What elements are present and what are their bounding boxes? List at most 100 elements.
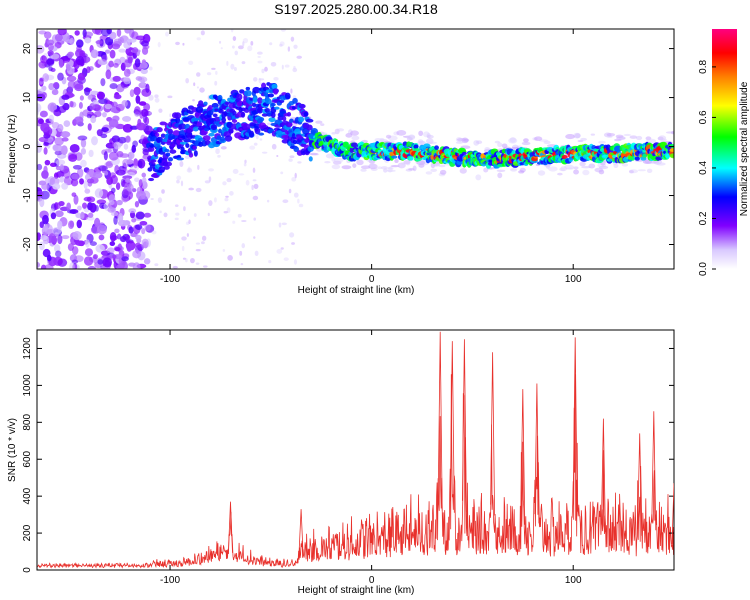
heatmap-cell <box>274 106 280 110</box>
snr-peak <box>637 433 643 536</box>
heatmap-cell <box>102 257 112 268</box>
heatmap-cell <box>286 111 292 117</box>
heatmap-cell <box>154 97 160 103</box>
heatmap-cell <box>341 165 352 170</box>
heatmap-cell <box>408 168 415 171</box>
heatmap-cell <box>232 168 239 174</box>
heatmap-cell <box>89 241 97 246</box>
heatmap-cell <box>123 143 129 150</box>
heatmap-cell <box>154 94 159 99</box>
heatmap-cell <box>619 137 626 140</box>
heatmap-cell <box>208 176 212 182</box>
snr-peak <box>651 411 657 531</box>
heatmap-cell <box>476 140 483 145</box>
heatmap-cell <box>434 145 439 150</box>
heatmap-cell <box>497 142 503 148</box>
heatmap-cell <box>107 206 116 213</box>
heatmap-cell <box>86 113 92 119</box>
heatmap-cell <box>298 103 306 109</box>
heatmap-cell <box>188 219 191 224</box>
heatmap-cell <box>66 209 77 214</box>
heatmap-cell <box>52 82 59 89</box>
heatmap-cell <box>416 160 426 166</box>
heatmap-cell <box>101 127 109 133</box>
heatmap-cell <box>290 36 295 42</box>
heatmap-cell <box>368 162 376 169</box>
heatmap-cell <box>123 76 131 85</box>
heatmap-cell <box>174 217 179 221</box>
heatmap-cell <box>86 178 95 184</box>
heatmap-cell <box>220 146 227 150</box>
heatmap-cell <box>132 249 142 259</box>
heatmap-cell <box>97 259 104 265</box>
heatmap-cell <box>143 212 152 218</box>
heatmap-cell <box>497 172 503 179</box>
heatmap-cell <box>124 59 132 68</box>
heatmap-cell <box>297 198 300 204</box>
heatmap-cell <box>69 144 80 153</box>
heatmap-cell <box>646 168 653 173</box>
heatmap-cell <box>293 192 299 198</box>
heatmap-cell <box>202 135 211 141</box>
heatmap-cell <box>40 234 48 241</box>
heatmap-cell <box>141 108 149 117</box>
heatmap-cell <box>350 130 359 136</box>
heatmap-cell <box>401 162 407 165</box>
heatmap-cell <box>204 180 211 184</box>
heatmap-cell <box>207 110 214 116</box>
heatmap-cell <box>629 157 635 161</box>
heatmap-cell <box>297 161 302 164</box>
heatmap-cell <box>284 92 291 100</box>
heatmap-cell <box>214 108 219 112</box>
heatmap-cell <box>573 169 579 175</box>
heatmap-cell <box>227 254 233 261</box>
heatmap-cell <box>98 98 108 105</box>
heatmap-cell <box>174 112 182 119</box>
heatmap-cell <box>280 29 287 32</box>
snr-xtick-label: -100 <box>160 575 180 586</box>
heatmap-cell <box>324 161 331 164</box>
heatmap-cell <box>116 29 122 37</box>
heatmap-cell <box>127 151 135 160</box>
heatmap-cell <box>105 69 112 80</box>
heatmap-cell <box>148 94 154 101</box>
snr-peak <box>298 509 304 555</box>
heatmap-cell <box>128 208 137 214</box>
heatmap-cell <box>455 141 463 144</box>
heatmap-cell <box>126 243 133 252</box>
heatmap-cell <box>154 263 159 267</box>
heatmap-cell <box>188 152 194 158</box>
heatmap-cell <box>461 151 467 155</box>
heatmap-cell <box>510 168 518 172</box>
heatmap-cell <box>55 159 66 166</box>
heatmap-cell <box>221 117 227 123</box>
heatmap-cell <box>95 244 105 253</box>
heatmap-cell <box>184 155 191 159</box>
heatmap-cell <box>145 83 150 94</box>
heatmap-cell <box>615 134 624 138</box>
heatmap-cell <box>84 87 91 96</box>
heatmap-cell <box>52 144 63 152</box>
heatmap-cell <box>192 99 195 102</box>
heatmap-cell <box>141 40 149 47</box>
snr-peak <box>437 331 443 511</box>
heatmap-cell <box>71 259 78 264</box>
heatmap-cell <box>594 167 604 173</box>
heatmap-cell <box>135 234 142 241</box>
heatmap-cell <box>73 116 84 125</box>
heatmap-cell <box>207 212 210 217</box>
heatmap-cell <box>82 202 88 209</box>
heatmap-cell <box>95 40 103 45</box>
heatmap-cell <box>257 97 263 104</box>
heatmap-cell <box>224 101 230 106</box>
heatmap-cell <box>59 164 64 171</box>
heatmap-cell <box>87 212 94 218</box>
heatmap-cell <box>135 211 145 220</box>
heatmap-cell <box>659 138 667 142</box>
heatmap-cell <box>178 123 187 130</box>
heatmap-cell <box>141 238 149 249</box>
heatmap-cell <box>294 172 297 179</box>
heatmap-cell <box>635 135 643 141</box>
heatmap-cell <box>48 82 55 91</box>
